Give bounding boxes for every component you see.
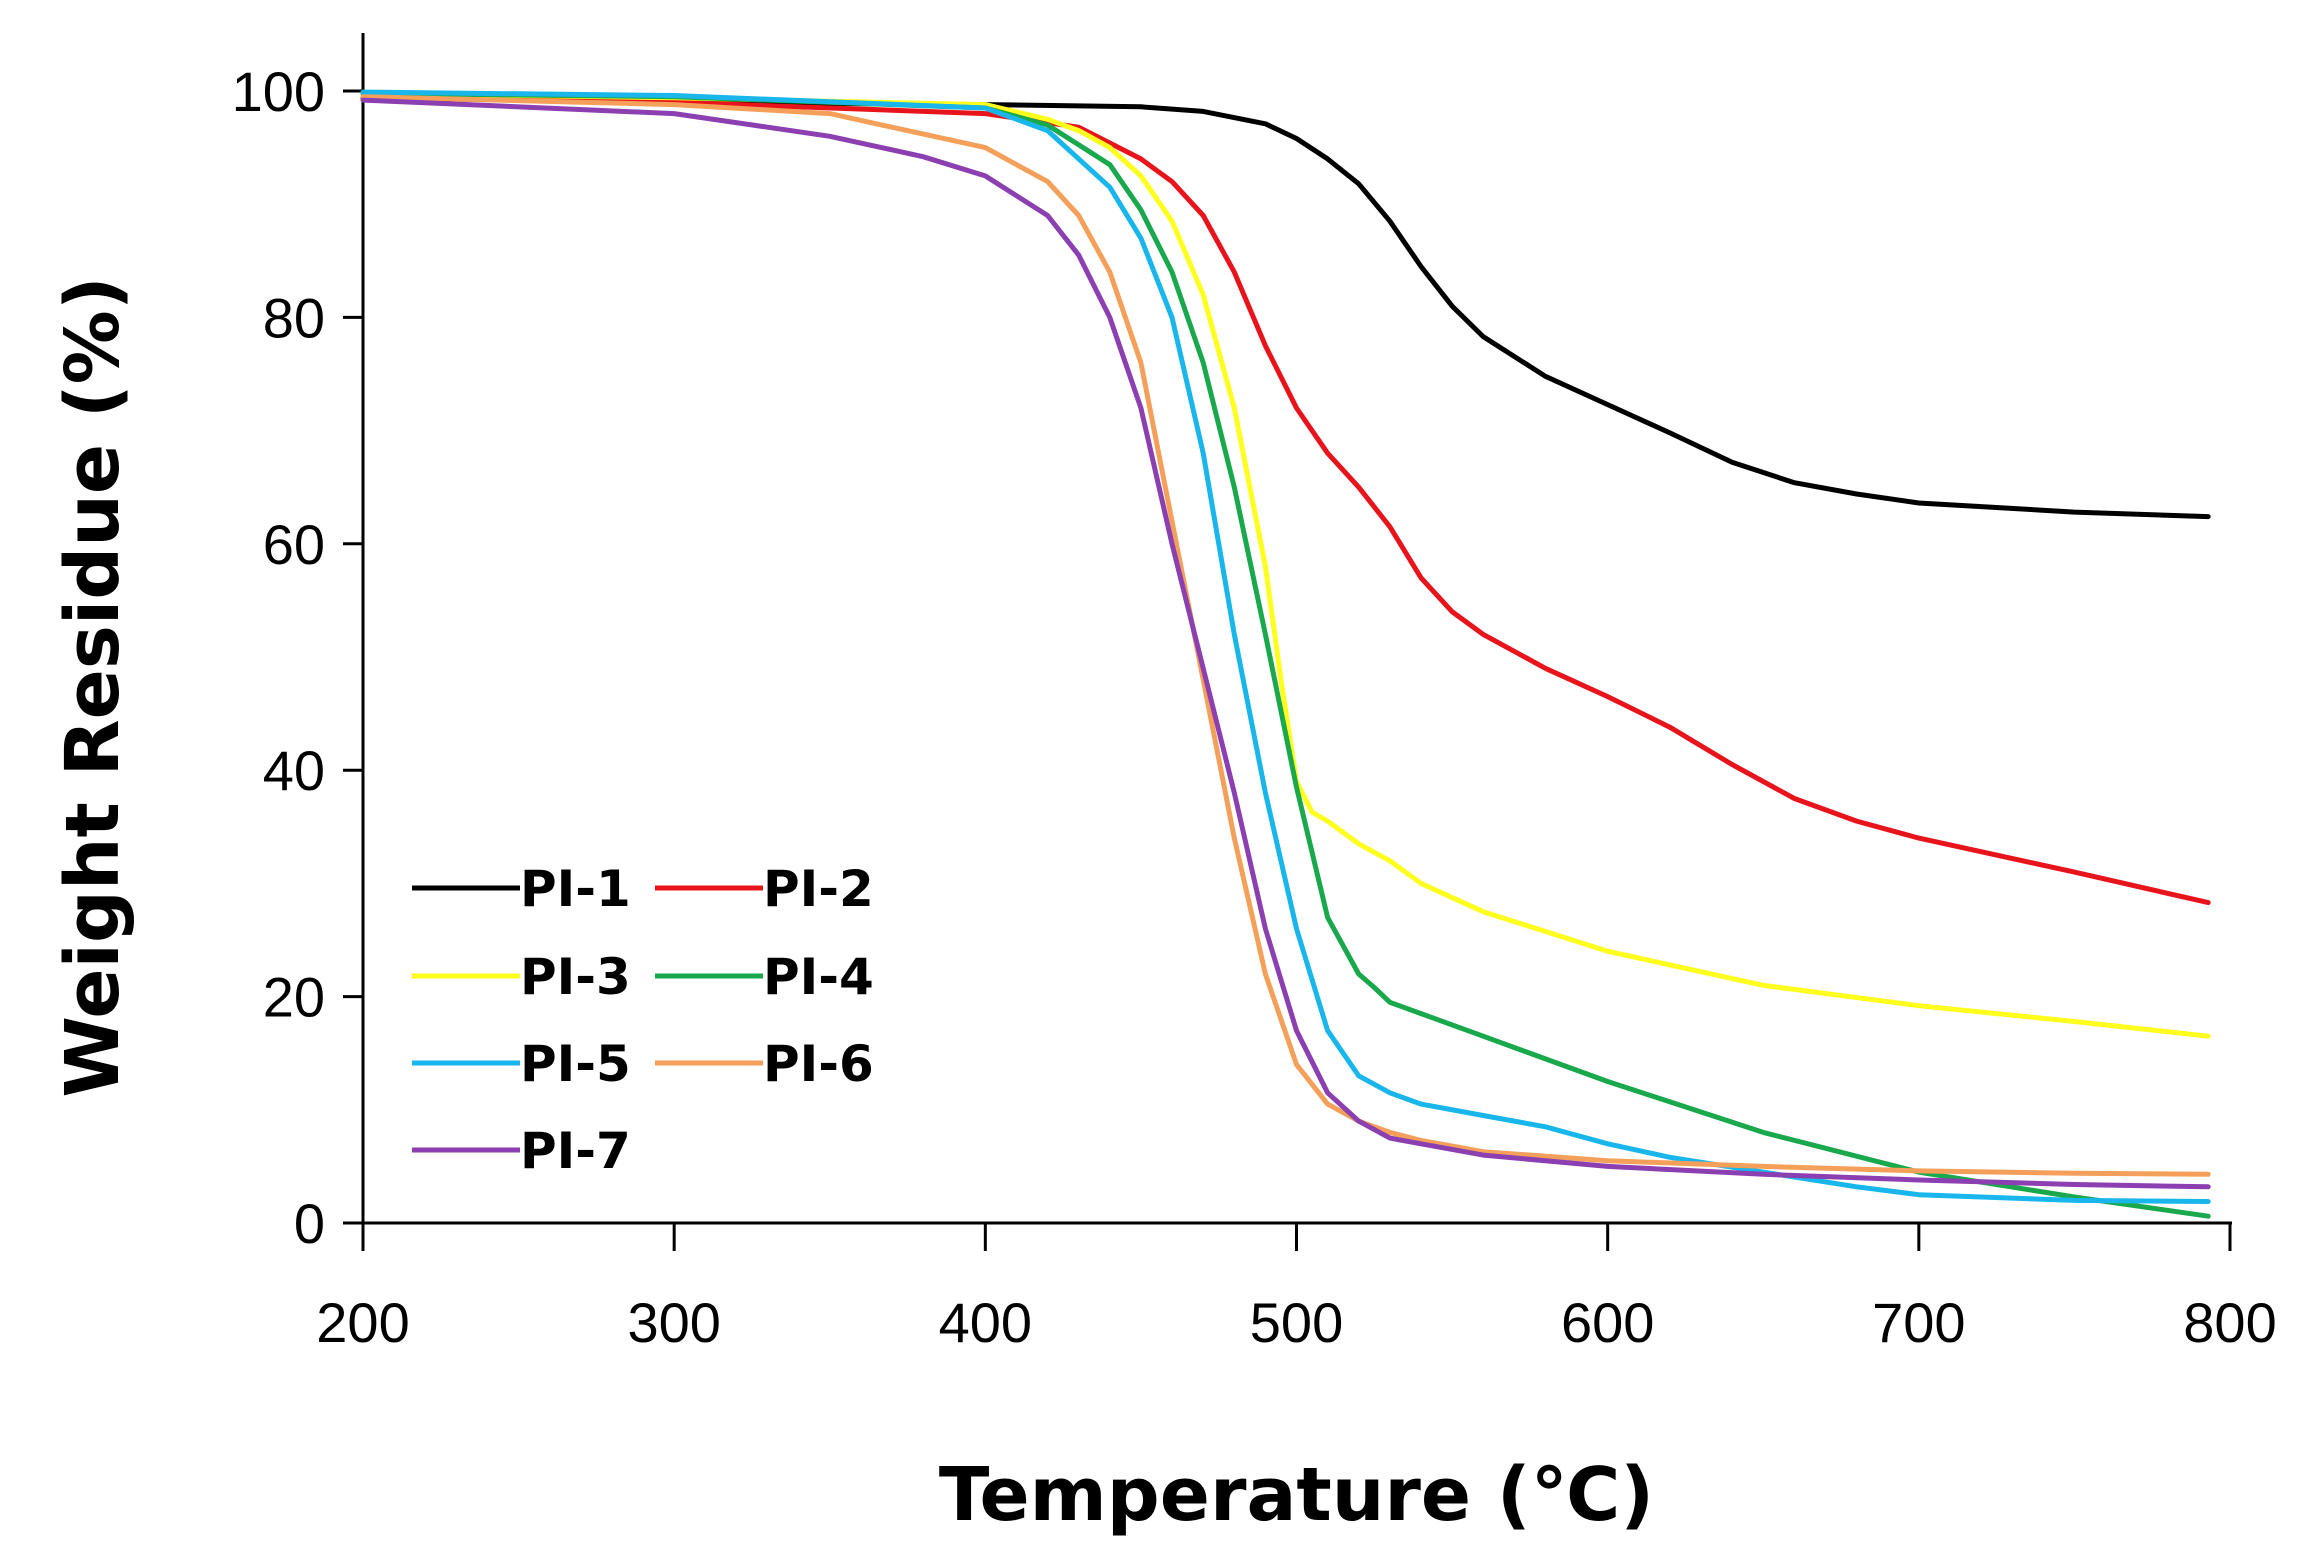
legend: PI-1 PI-2 PI-3 PI-4 PI-5 PI-6 PI-7 bbox=[412, 860, 874, 1180]
x-tick-label: 700 bbox=[1872, 1291, 1965, 1354]
x-tick-label: 500 bbox=[1250, 1291, 1343, 1354]
x-tick-label: 800 bbox=[2183, 1291, 2276, 1354]
series-line-pi-3 bbox=[363, 93, 2208, 1036]
legend-label-pi-2: PI-2 bbox=[763, 860, 874, 918]
x-tick-label: 200 bbox=[316, 1291, 409, 1354]
y-tick-label: 60 bbox=[263, 513, 325, 576]
y-tick-label: 20 bbox=[263, 966, 325, 1029]
series-line-pi-4 bbox=[363, 93, 2208, 1216]
x-axis-title: Temperature (℃) bbox=[939, 1452, 1654, 1538]
x-tick-label: 300 bbox=[627, 1291, 720, 1354]
legend-label-pi-7: PI-7 bbox=[520, 1122, 631, 1180]
series-group bbox=[363, 92, 2208, 1216]
legend-label-pi-6: PI-6 bbox=[763, 1035, 874, 1093]
series-line-pi-6 bbox=[363, 97, 2208, 1175]
legend-label-pi-4: PI-4 bbox=[763, 948, 874, 1006]
legend-label-pi-1: PI-1 bbox=[520, 860, 631, 918]
series-line-pi-2 bbox=[363, 93, 2208, 902]
x-tick-label: 400 bbox=[939, 1291, 1032, 1354]
y-tick-label: 0 bbox=[294, 1192, 325, 1255]
x-tick-label: 600 bbox=[1561, 1291, 1654, 1354]
y-tick-label: 80 bbox=[263, 286, 325, 349]
legend-label-pi-5: PI-5 bbox=[520, 1035, 631, 1093]
series-line-pi-1 bbox=[363, 98, 2208, 517]
y-tick-label: 40 bbox=[263, 739, 325, 802]
tga-chart: 200 300 400 500 600 700 800020406080100 PI-1 PI… bbox=[0, 0, 2307, 1560]
y-axis-title: Weight Residue (%) bbox=[50, 276, 136, 1097]
axes-group bbox=[363, 33, 2232, 1223]
legend-label-pi-3: PI-3 bbox=[520, 948, 631, 1006]
series-line-pi-7 bbox=[363, 100, 2208, 1187]
y-tick-label: 100 bbox=[232, 60, 325, 123]
